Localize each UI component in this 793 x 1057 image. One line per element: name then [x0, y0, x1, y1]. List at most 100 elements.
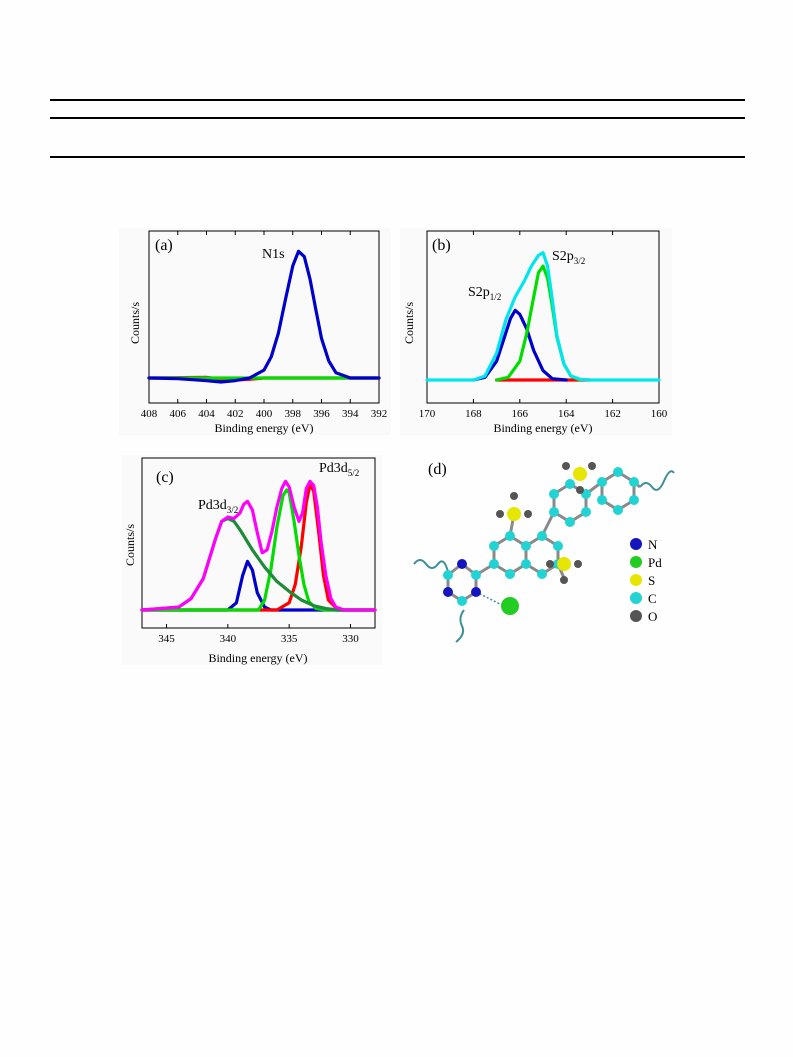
annotation-subscript: 3/2 — [574, 256, 586, 266]
annotation-text: Pd3d — [319, 461, 348, 476]
x-tick-label: 170 — [419, 408, 436, 420]
c-atom — [521, 559, 531, 569]
molecule-diagram: (d) — [413, 461, 675, 643]
c-atom — [613, 505, 623, 515]
c-atom — [457, 596, 467, 606]
x-tick-label: 345 — [158, 633, 175, 645]
x-tick-label: 404 — [198, 408, 215, 420]
x-tick-label: 162 — [604, 408, 621, 420]
x-axis-label: Binding energy (eV) — [214, 421, 313, 435]
annotation-subscript: 1/2 — [490, 292, 502, 302]
y-axis-label: Counts/s — [402, 302, 416, 344]
legend-swatch-o — [630, 610, 642, 622]
x-tick-label: 400 — [256, 408, 273, 420]
polymer-chain-bottom — [455, 609, 465, 643]
chart-a-svg: 408 406 404 402 400 398 396 394 392 (a) N1s Bind… — [128, 230, 388, 435]
legend-swatch-c — [630, 592, 642, 604]
legend-label-s: S — [648, 573, 655, 588]
legend-swatch-s — [630, 574, 642, 586]
o-atom — [546, 560, 554, 568]
x-tick-label: 392 — [371, 408, 388, 420]
c-atom — [565, 479, 575, 489]
panel-d: (d) — [404, 452, 689, 652]
panel-label: (d) — [428, 461, 447, 478]
x-tick-label: 168 — [465, 408, 482, 420]
y-axis-label: Counts/s — [128, 302, 142, 344]
x-tick-label: 160 — [651, 408, 668, 420]
series-line-4 — [425, 251, 661, 382]
s-atom — [557, 557, 571, 571]
x-tick-label: 394 — [342, 408, 359, 420]
panel-a: 408 406 404 402 400 398 396 394 392 (a) N1s Bind… — [119, 228, 391, 435]
annotation-text: S2p — [552, 249, 574, 264]
c-atom — [549, 507, 559, 517]
series-line-3 — [147, 249, 381, 384]
top-rule-2 — [50, 117, 745, 119]
x-tick-label: 396 — [313, 408, 330, 420]
o-atom — [576, 486, 584, 494]
x-tick-label: 335 — [281, 633, 298, 645]
triazine-ring — [446, 562, 478, 603]
annotation-text: Pd3d — [198, 498, 227, 513]
x-tick-label: 340 — [220, 633, 237, 645]
peak-annotation-pd3d32: Pd3d3/2 — [198, 498, 238, 515]
series-line-2 — [471, 308, 568, 382]
legend-label-o: O — [648, 609, 657, 624]
x-axis-label: Binding energy (eV) — [493, 421, 592, 435]
legend-label-pd: Pd — [648, 555, 662, 570]
annotation-text: S2p — [468, 285, 490, 300]
c-atom — [489, 559, 499, 569]
o-atom — [524, 510, 532, 518]
legend-swatch-pd — [630, 556, 642, 568]
x-tick-label: 330 — [342, 633, 359, 645]
c-atom — [613, 467, 623, 477]
plot-frame — [141, 457, 376, 629]
x-tick-label: 166 — [512, 408, 529, 420]
panel-label: (c) — [156, 469, 174, 486]
c-atom — [553, 541, 563, 551]
legend-label-n: N — [648, 537, 658, 552]
top-rule-3 — [50, 156, 745, 158]
c-atom — [629, 477, 639, 487]
c-atom — [629, 495, 639, 505]
peak-annotation-s2p12: S2p1/2 — [468, 285, 501, 302]
x-tick-label: 402 — [227, 408, 244, 420]
chart-c-svg: 345 340 335 330 (c) Pd3d3/2 Pd3d5/2 Binding… — [123, 457, 377, 665]
legend-label-c: C — [648, 591, 657, 606]
polymer-chain-left — [413, 559, 449, 575]
c-atom — [537, 569, 547, 579]
panel-c: 345 340 335 330 (c) Pd3d3/2 Pd3d5/2 Binding… — [122, 455, 382, 665]
o-atom — [560, 576, 568, 584]
c-atom — [505, 569, 515, 579]
peak-annotation-pd3d52: Pd3d5/2 — [319, 461, 359, 478]
c-atom — [565, 517, 575, 527]
x-tick-label: 164 — [558, 408, 575, 420]
annotation-subscript: 3/2 — [227, 505, 239, 515]
annotation-subscript: 5/2 — [348, 468, 360, 478]
benzene-ring-4 — [600, 470, 636, 512]
c-atom — [597, 477, 607, 487]
plot-frame — [426, 230, 660, 404]
n-atom — [471, 587, 481, 597]
x-tick-label: 406 — [170, 408, 187, 420]
series-line-1 — [140, 559, 377, 612]
benzene-ring-2 — [524, 534, 560, 576]
n-atom — [443, 587, 453, 597]
n-atom — [457, 559, 467, 569]
s-atom — [573, 467, 587, 481]
c-atom — [549, 489, 559, 499]
c-atom — [597, 495, 607, 505]
o-atom — [510, 492, 518, 500]
s-atom — [507, 507, 521, 521]
pd-atom — [501, 597, 519, 615]
benzene-ring-1 — [492, 534, 528, 576]
o-atom — [588, 462, 596, 470]
x-tick-label: 408 — [141, 408, 158, 420]
x-tick-label: 398 — [285, 408, 302, 420]
series-line-5 — [140, 479, 377, 612]
y-axis-label: Counts/s — [123, 524, 137, 566]
c-atom — [505, 531, 515, 541]
peak-annotation-n1s: N1s — [262, 247, 285, 262]
c-atom — [443, 570, 453, 580]
o-atom — [574, 560, 582, 568]
